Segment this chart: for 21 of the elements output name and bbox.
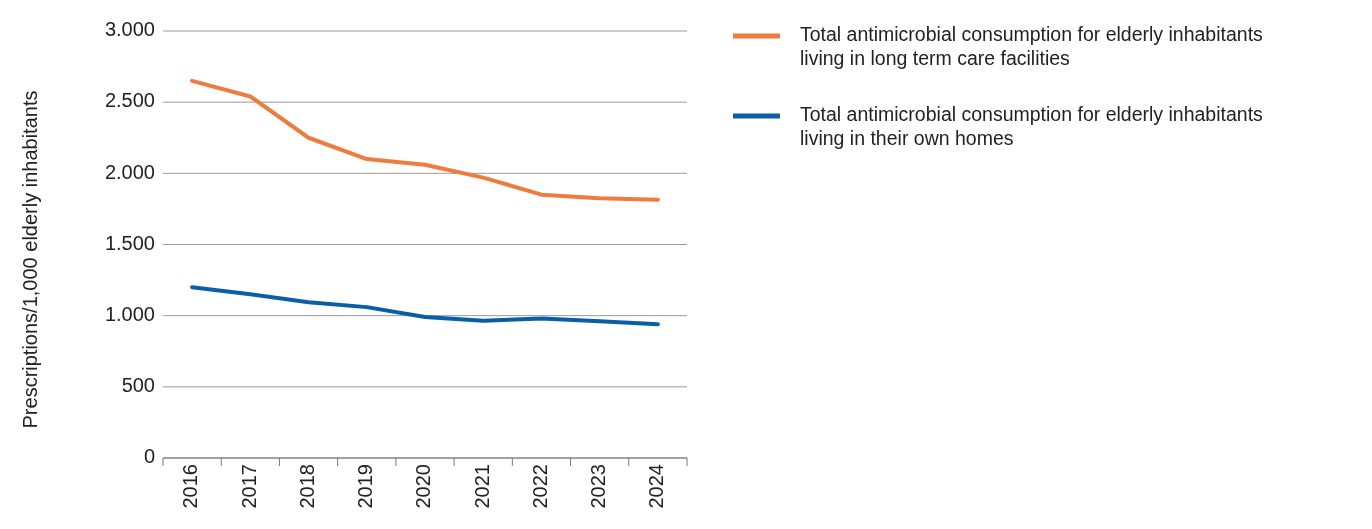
x-tick-label: 2016 (179, 464, 202, 509)
y-axis-title: Prescriptions/1,000 elderly inhabitants (19, 90, 42, 429)
y-tick-label: 0 (143, 445, 155, 468)
x-tick-label: 2024 (645, 464, 668, 509)
line-series (190, 285, 660, 327)
x-tick-label: 2017 (237, 464, 260, 509)
y-tick-label: 1.000 (104, 302, 155, 325)
y-tick-label: 2.000 (104, 160, 155, 183)
legend-label: Total antimicrobial consumption for elderly inhabitants living in long term care facilities (800, 23, 1264, 70)
x-tick-label: 2018 (295, 464, 318, 509)
x-tick-label: 2021 (470, 464, 493, 509)
x-tick-label: 2019 (354, 464, 377, 509)
x-tick-label: 2020 (412, 464, 435, 509)
x-tick-label: 2022 (528, 464, 551, 509)
legend-label: Total antimicrobial consumption for elderly inhabitants living in their own homes (800, 103, 1264, 150)
x-tick-label: 2023 (586, 464, 609, 509)
y-tick-label: 500 (121, 374, 155, 397)
y-tick-label: 3.000 (104, 18, 155, 41)
line-series (190, 78, 660, 202)
y-tick-label: 2.500 (104, 89, 155, 112)
y-tick-label: 1.500 (104, 231, 155, 254)
